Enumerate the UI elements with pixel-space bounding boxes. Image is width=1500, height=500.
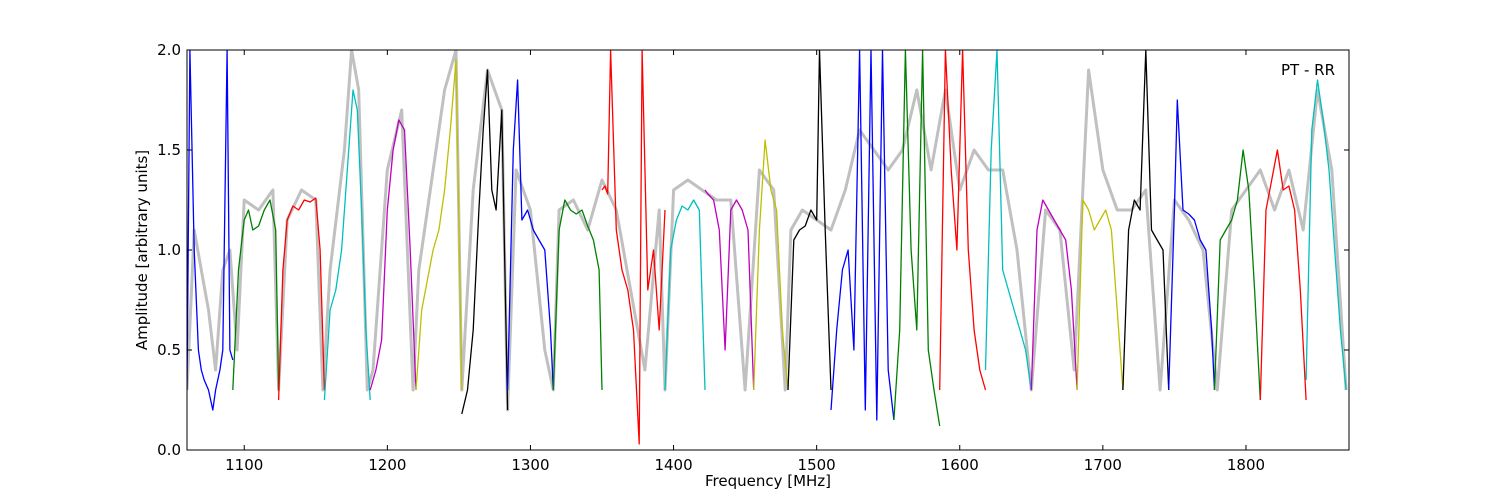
- y-tick-label: 0.0: [157, 441, 181, 459]
- series-line-3: [277, 197, 326, 401]
- series-line-9: [552, 199, 603, 391]
- series-line-21: [1122, 50, 1170, 391]
- x-axis-title: Frequency [MHz]: [705, 472, 831, 490]
- series-line-24: [1259, 149, 1307, 401]
- series-line-19: [1030, 199, 1078, 391]
- x-tick-label: 1300: [511, 456, 549, 474]
- series-line-25: [1305, 79, 1347, 391]
- series-layer: [187, 50, 1348, 445]
- y-tick-label: 1.5: [157, 141, 181, 159]
- y-tick-label: 1.0: [157, 241, 181, 259]
- series-line-20: [1076, 199, 1124, 391]
- series-line-8: [506, 79, 554, 391]
- series-line-12: [704, 189, 755, 391]
- series-line-16: [893, 50, 941, 427]
- y-tick-label: 0.5: [157, 341, 181, 359]
- series-line-14: [787, 50, 832, 391]
- series-line-23: [1213, 149, 1261, 401]
- x-tick-label: 1100: [225, 456, 263, 474]
- series-line-2: [232, 199, 280, 391]
- plot-frame: [186, 49, 1350, 451]
- series-line-17: [939, 50, 987, 391]
- tick-layer: 1100 1200 1300 1400 1500 1600 1700 1800 0.0 0.5 1.…: [157, 41, 1349, 474]
- x-tick-label: 1400: [654, 456, 692, 474]
- series-line-15: [830, 50, 895, 421]
- series-line-10: [601, 50, 666, 445]
- series-line-5: [369, 119, 417, 391]
- series-line-6: [415, 59, 463, 391]
- series-line-22: [1168, 99, 1216, 391]
- y-axis-title: Amplitude [arbitrary units]: [133, 150, 151, 350]
- x-tick-label: 1700: [1084, 456, 1122, 474]
- x-tick-label: 1200: [368, 456, 406, 474]
- series-line-11: [664, 199, 706, 391]
- series-line-4: [323, 89, 371, 401]
- series-line-7: [461, 69, 509, 415]
- x-tick-label: 1600: [941, 456, 979, 474]
- x-tick-label: 1500: [798, 456, 836, 474]
- series-line-envelope: [187, 50, 1348, 412]
- series-line-13: [753, 139, 789, 391]
- x-tick-label: 1800: [1227, 456, 1265, 474]
- chart-annotation: PT - RR: [1281, 61, 1335, 79]
- series-line-1: [187, 50, 234, 411]
- series-line-18: [984, 50, 1032, 391]
- y-tick-label: 2.0: [157, 41, 181, 59]
